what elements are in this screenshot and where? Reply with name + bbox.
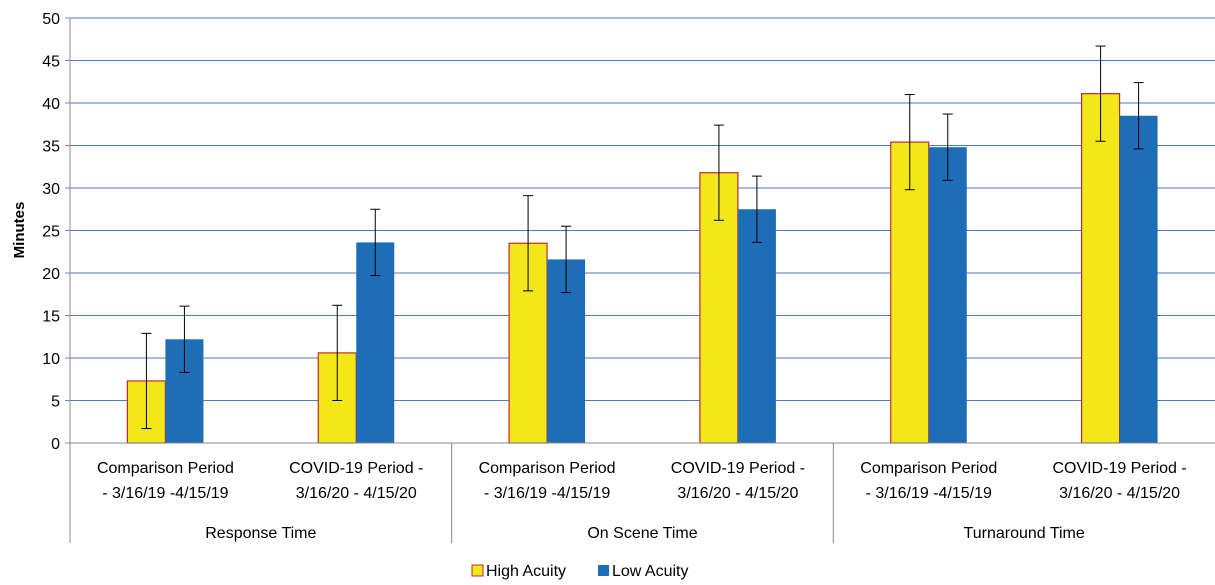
error-bar <box>904 94 915 191</box>
y-tick-label: 45 <box>42 54 60 71</box>
axes <box>69 18 1215 543</box>
error-bar <box>561 225 572 294</box>
y-axis-label: Minutes <box>11 202 28 259</box>
legend-swatch-high-acuity <box>471 564 484 577</box>
error-bar <box>523 195 534 292</box>
y-axis-ticks: 0 5 10 15 20 25 30 35 40 45 50 <box>42 11 70 453</box>
bar-low-acuity <box>737 209 776 443</box>
category-label-line2: - 3/16/19 -4/15/19 <box>102 485 228 502</box>
error-bar <box>751 175 762 243</box>
legend-swatch-low-acuity <box>598 565 609 576</box>
error-bar <box>1095 45 1106 142</box>
y-tick-label: 0 <box>51 436 60 453</box>
bars <box>126 93 1158 444</box>
bar-low-acuity <box>928 147 967 443</box>
error-bars <box>141 45 1144 430</box>
legend-label-high-acuity: High Acuity <box>486 563 566 580</box>
error-bar <box>179 305 190 373</box>
gridlines <box>70 17 1215 401</box>
category-label-line1: COVID-19 Period - <box>289 460 423 477</box>
category-label-line1: Comparison Period <box>479 460 616 477</box>
category-label-line1: COVID-19 Period - <box>671 460 805 477</box>
error-bar <box>1133 82 1144 150</box>
y-tick-label: 5 <box>51 394 60 411</box>
category-label-line2: 3/16/20 - 4/15/20 <box>296 485 417 502</box>
error-bar <box>141 332 152 430</box>
category-label-line1: Comparison Period <box>860 460 997 477</box>
category-label-line2: 3/16/20 - 4/15/20 <box>1059 485 1180 502</box>
y-tick-label: 40 <box>42 96 60 113</box>
y-tick-label: 20 <box>42 266 60 283</box>
error-bar <box>713 124 724 221</box>
group-label: Response Time <box>205 525 316 542</box>
group-label: Turnaround Time <box>964 525 1085 542</box>
y-tick-label: 35 <box>42 139 60 156</box>
category-label-line1: COVID-19 Period - <box>1052 460 1186 477</box>
y-tick-label: 15 <box>42 309 60 326</box>
bar-high-acuity <box>1080 93 1121 444</box>
y-tick-label: 25 <box>42 224 60 241</box>
y-tick-label: 10 <box>42 351 60 368</box>
bar-high-acuity <box>890 141 930 444</box>
category-labels: Comparison Period - 3/16/19 -4/15/19 COVID… <box>97 460 1187 542</box>
legend-label-low-acuity: Low Acuity <box>612 563 688 580</box>
bar-low-acuity <box>1119 115 1158 443</box>
y-tick-label: 50 <box>42 11 60 28</box>
category-label-line2: - 3/16/19 -4/15/19 <box>484 485 610 502</box>
error-bar <box>942 113 953 181</box>
category-label-line2: - 3/16/19 -4/15/19 <box>866 485 992 502</box>
category-label-line2: 3/16/20 - 4/15/20 <box>677 485 798 502</box>
group-label: On Scene Time <box>587 525 697 542</box>
error-bar <box>370 208 381 277</box>
y-tick-label: 30 <box>42 181 60 198</box>
legend: High Acuity Low Acuity <box>471 563 688 580</box>
category-label-line1: Comparison Period <box>97 460 234 477</box>
error-bar <box>332 304 343 401</box>
